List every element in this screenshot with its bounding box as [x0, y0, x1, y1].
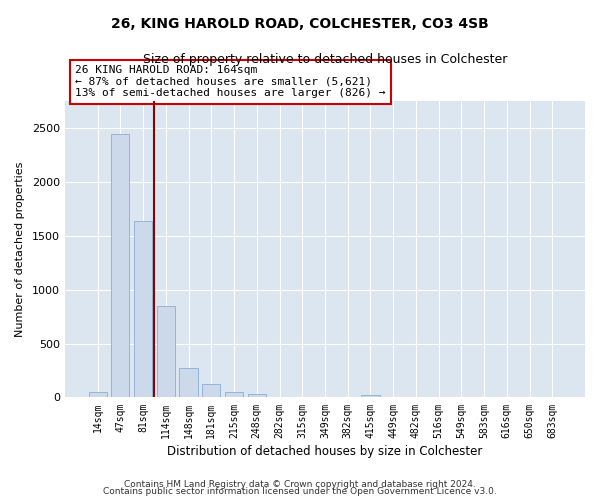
Bar: [248, 394, 266, 398]
Bar: [134, 221, 152, 398]
Text: Contains public sector information licensed under the Open Government Licence v3: Contains public sector information licen…: [103, 488, 497, 496]
Text: Contains HM Land Registry data © Crown copyright and database right 2024.: Contains HM Land Registry data © Crown c…: [124, 480, 476, 489]
Bar: [202, 384, 220, 398]
Bar: [361, 395, 380, 398]
Bar: [271, 397, 289, 398]
Text: 26, KING HAROLD ROAD, COLCHESTER, CO3 4SB: 26, KING HAROLD ROAD, COLCHESTER, CO3 4S…: [111, 18, 489, 32]
Text: 26 KING HAROLD ROAD: 164sqm
← 87% of detached houses are smaller (5,621)
13% of : 26 KING HAROLD ROAD: 164sqm ← 87% of det…: [76, 65, 386, 98]
Bar: [112, 134, 130, 398]
Y-axis label: Number of detached properties: Number of detached properties: [15, 162, 25, 337]
Bar: [225, 392, 243, 398]
X-axis label: Distribution of detached houses by size in Colchester: Distribution of detached houses by size …: [167, 444, 482, 458]
Bar: [89, 392, 107, 398]
Title: Size of property relative to detached houses in Colchester: Size of property relative to detached ho…: [143, 52, 507, 66]
Bar: [179, 368, 197, 398]
Bar: [157, 306, 175, 398]
